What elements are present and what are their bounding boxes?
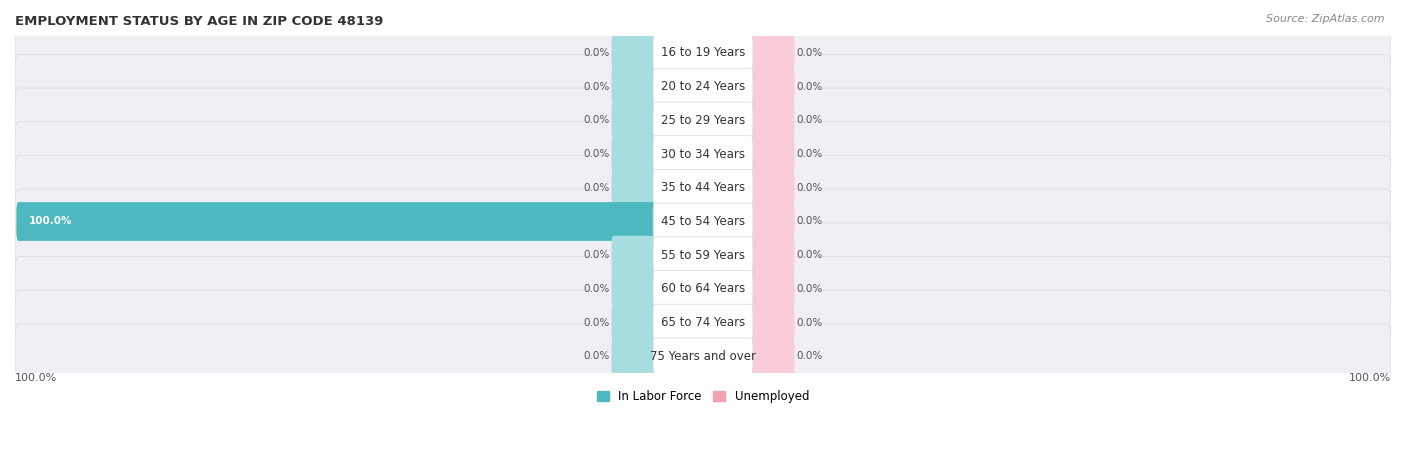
FancyBboxPatch shape bbox=[612, 270, 657, 308]
Text: EMPLOYMENT STATUS BY AGE IN ZIP CODE 48139: EMPLOYMENT STATUS BY AGE IN ZIP CODE 481… bbox=[15, 15, 384, 28]
Text: 0.0%: 0.0% bbox=[796, 48, 823, 58]
FancyBboxPatch shape bbox=[15, 189, 1391, 254]
Text: 0.0%: 0.0% bbox=[583, 318, 610, 327]
Text: 0.0%: 0.0% bbox=[796, 115, 823, 125]
FancyBboxPatch shape bbox=[654, 35, 752, 71]
FancyBboxPatch shape bbox=[749, 67, 794, 106]
FancyBboxPatch shape bbox=[15, 122, 1391, 186]
FancyBboxPatch shape bbox=[749, 270, 794, 308]
FancyBboxPatch shape bbox=[654, 136, 752, 172]
FancyBboxPatch shape bbox=[15, 156, 1391, 220]
Text: 16 to 19 Years: 16 to 19 Years bbox=[661, 46, 745, 60]
Text: 0.0%: 0.0% bbox=[796, 351, 823, 361]
FancyBboxPatch shape bbox=[612, 236, 657, 275]
Text: 25 to 29 Years: 25 to 29 Years bbox=[661, 114, 745, 127]
Text: 0.0%: 0.0% bbox=[583, 82, 610, 92]
FancyBboxPatch shape bbox=[749, 101, 794, 140]
FancyBboxPatch shape bbox=[749, 337, 794, 376]
FancyBboxPatch shape bbox=[654, 68, 752, 105]
Text: 0.0%: 0.0% bbox=[583, 149, 610, 159]
Text: 0.0%: 0.0% bbox=[583, 351, 610, 361]
Text: 0.0%: 0.0% bbox=[583, 48, 610, 58]
FancyBboxPatch shape bbox=[15, 88, 1391, 153]
Text: 30 to 34 Years: 30 to 34 Years bbox=[661, 147, 745, 161]
FancyBboxPatch shape bbox=[749, 236, 794, 275]
FancyBboxPatch shape bbox=[612, 33, 657, 72]
FancyBboxPatch shape bbox=[612, 135, 657, 174]
FancyBboxPatch shape bbox=[654, 338, 752, 375]
FancyBboxPatch shape bbox=[15, 257, 1391, 321]
Text: 0.0%: 0.0% bbox=[796, 318, 823, 327]
FancyBboxPatch shape bbox=[15, 290, 1391, 355]
FancyBboxPatch shape bbox=[654, 170, 752, 206]
Text: 100.0%: 100.0% bbox=[1348, 373, 1391, 383]
Text: 0.0%: 0.0% bbox=[796, 149, 823, 159]
FancyBboxPatch shape bbox=[612, 101, 657, 140]
Text: 0.0%: 0.0% bbox=[796, 250, 823, 260]
Text: 100.0%: 100.0% bbox=[15, 373, 58, 383]
Text: 65 to 74 Years: 65 to 74 Years bbox=[661, 316, 745, 329]
FancyBboxPatch shape bbox=[612, 168, 657, 207]
Legend: In Labor Force, Unemployed: In Labor Force, Unemployed bbox=[592, 385, 814, 408]
Text: 0.0%: 0.0% bbox=[796, 216, 823, 226]
FancyBboxPatch shape bbox=[17, 202, 657, 241]
FancyBboxPatch shape bbox=[654, 304, 752, 341]
Text: Source: ZipAtlas.com: Source: ZipAtlas.com bbox=[1267, 14, 1385, 23]
FancyBboxPatch shape bbox=[749, 168, 794, 207]
Text: 55 to 59 Years: 55 to 59 Years bbox=[661, 249, 745, 262]
Text: 0.0%: 0.0% bbox=[583, 284, 610, 294]
FancyBboxPatch shape bbox=[749, 303, 794, 342]
FancyBboxPatch shape bbox=[15, 54, 1391, 119]
Text: 100.0%: 100.0% bbox=[28, 216, 72, 226]
FancyBboxPatch shape bbox=[654, 271, 752, 307]
Text: 20 to 24 Years: 20 to 24 Years bbox=[661, 80, 745, 93]
Text: 45 to 54 Years: 45 to 54 Years bbox=[661, 215, 745, 228]
Text: 0.0%: 0.0% bbox=[796, 82, 823, 92]
Text: 75 Years and over: 75 Years and over bbox=[650, 350, 756, 363]
Text: 0.0%: 0.0% bbox=[583, 250, 610, 260]
Text: 0.0%: 0.0% bbox=[796, 284, 823, 294]
FancyBboxPatch shape bbox=[749, 202, 794, 241]
Text: 0.0%: 0.0% bbox=[583, 115, 610, 125]
FancyBboxPatch shape bbox=[749, 135, 794, 174]
FancyBboxPatch shape bbox=[15, 324, 1391, 389]
FancyBboxPatch shape bbox=[654, 203, 752, 240]
Text: 0.0%: 0.0% bbox=[796, 183, 823, 193]
FancyBboxPatch shape bbox=[612, 67, 657, 106]
FancyBboxPatch shape bbox=[654, 102, 752, 139]
FancyBboxPatch shape bbox=[654, 237, 752, 274]
Text: 35 to 44 Years: 35 to 44 Years bbox=[661, 181, 745, 194]
FancyBboxPatch shape bbox=[612, 303, 657, 342]
FancyBboxPatch shape bbox=[612, 337, 657, 376]
FancyBboxPatch shape bbox=[15, 223, 1391, 288]
FancyBboxPatch shape bbox=[749, 33, 794, 72]
Text: 0.0%: 0.0% bbox=[583, 183, 610, 193]
FancyBboxPatch shape bbox=[15, 21, 1391, 85]
Text: 60 to 64 Years: 60 to 64 Years bbox=[661, 282, 745, 295]
